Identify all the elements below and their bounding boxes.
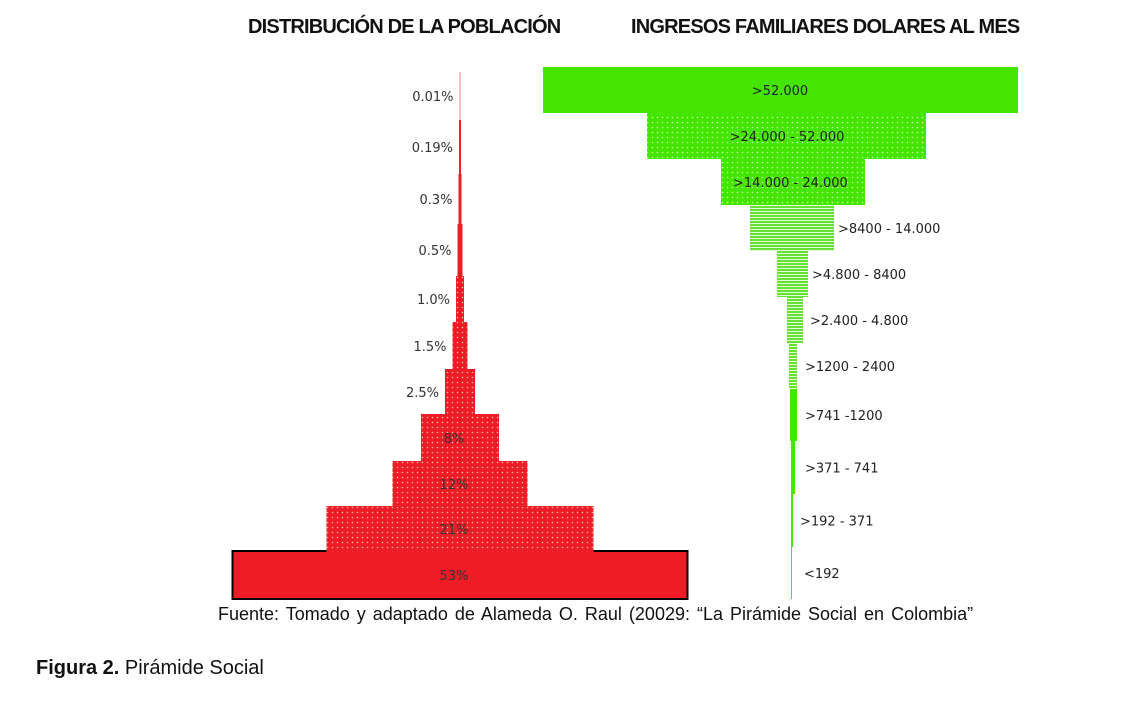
population-label: 0.3%	[419, 193, 452, 208]
population-bar	[231, 550, 689, 600]
population-label: 53%	[440, 569, 469, 584]
income-label: >52.000	[752, 84, 808, 99]
population-pyramid: 53% 21% 12% 8% 2.5% 1.5% 1.0% 0.5% 0.3% 0.19% 0.01…	[231, 72, 689, 600]
population-label: 8%	[444, 432, 465, 447]
income-bar	[750, 205, 834, 251]
income-label: >24.000 - 52.000	[730, 130, 845, 145]
income-label: >1200 - 2400	[805, 360, 895, 375]
income-bar	[791, 441, 795, 494]
income-bar	[647, 113, 926, 159]
figure-caption: Figura 2. Pirámide Social	[36, 657, 264, 680]
income-chart-title: INGRESOS FAMILIARES DOLARES AL MES	[631, 16, 1020, 38]
income-bar	[791, 494, 793, 547]
income-bar	[777, 251, 808, 297]
figure-label: Figura 2.	[36, 657, 120, 679]
income-label: >8400 - 14.000	[838, 222, 940, 237]
population-label: 21%	[440, 523, 469, 538]
income-label: >371 - 741	[805, 462, 878, 477]
population-bar	[445, 369, 475, 415]
population-label: 12%	[440, 478, 469, 493]
population-bar	[421, 414, 499, 462]
population-label: 0.19%	[412, 141, 453, 156]
income-bar	[721, 159, 865, 205]
population-label: 0.01%	[412, 90, 453, 105]
population-bar	[392, 461, 528, 507]
income-label: <192	[804, 567, 840, 582]
population-label: 0.5%	[418, 244, 451, 259]
population-bar	[452, 322, 468, 370]
income-label: >741 -1200	[805, 409, 883, 424]
source-note: Fuente: Tomado y adaptado de Alameda O. …	[218, 604, 974, 624]
income-label: >192 - 371	[800, 515, 873, 530]
income-bar	[789, 343, 797, 389]
population-label: 1.5%	[413, 340, 446, 355]
figure-text: Pirámide Social	[124, 657, 264, 679]
population-label: 1.0%	[417, 293, 450, 308]
population-label: 2.5%	[406, 386, 439, 401]
income-bar	[543, 67, 1018, 113]
population-bar	[458, 174, 462, 224]
population-bar	[456, 276, 464, 322]
income-funnel: >52.000 >24.000 - 52.000 >14.000 - 24.000 >…	[543, 67, 1018, 599]
population-bar	[326, 506, 594, 552]
income-bar	[791, 547, 792, 599]
population-chart-title: DISTRIBUCIÓN DE LA POBLACIÓN	[248, 16, 561, 38]
income-label: >4.800 - 8400	[812, 268, 906, 283]
income-label: >2.400 - 4.800	[810, 314, 908, 329]
population-bar	[457, 224, 463, 276]
population-bar	[459, 72, 461, 120]
income-bar	[787, 297, 803, 343]
income-bar	[790, 389, 797, 441]
income-label: >14.000 - 24.000	[733, 176, 848, 191]
population-bar	[459, 120, 461, 174]
